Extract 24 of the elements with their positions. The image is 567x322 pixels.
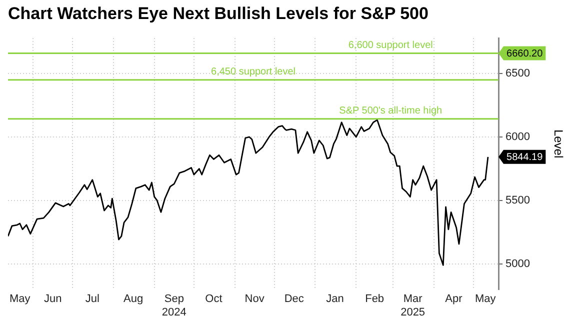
x-tick-label: Jun bbox=[44, 293, 62, 306]
ref-line-label: 6,600 support level bbox=[348, 40, 433, 51]
y-tick-label: 6500 bbox=[506, 68, 530, 80]
x-tick-label: Feb bbox=[365, 293, 384, 306]
x-tick-label: Nov bbox=[244, 293, 265, 306]
x-tick-label: Dec bbox=[284, 293, 304, 306]
annotation: 5844.19 bbox=[506, 152, 544, 164]
y-axis-title: Level bbox=[552, 129, 566, 158]
x-tick-label: Apr bbox=[445, 293, 463, 306]
y-tick-label: 5500 bbox=[506, 194, 530, 207]
ref-line-label: S&P 500's all-time high bbox=[339, 106, 442, 117]
ref-line-label: 6,450 support level bbox=[211, 66, 296, 78]
x-tick-label: Mar 2025 bbox=[400, 293, 426, 318]
x-tick-label: May bbox=[474, 293, 496, 306]
x-tick-label: Jan bbox=[326, 293, 344, 306]
x-tick-label: Jul bbox=[85, 293, 100, 306]
x-tick-label: Aug bbox=[123, 293, 144, 306]
chart-title: Chart Watchers Eye Next Bullish Levels for S&P 500 bbox=[7, 3, 430, 24]
x-tick-label: Sep 2024 bbox=[162, 293, 186, 318]
y-tick-label: 6000 bbox=[506, 131, 530, 144]
y-tick-label: 5000 bbox=[506, 258, 530, 270]
annotation: 6660.20 bbox=[506, 48, 544, 60]
x-tick-label: May bbox=[9, 293, 31, 306]
x-tick-label: Oct bbox=[205, 293, 222, 306]
